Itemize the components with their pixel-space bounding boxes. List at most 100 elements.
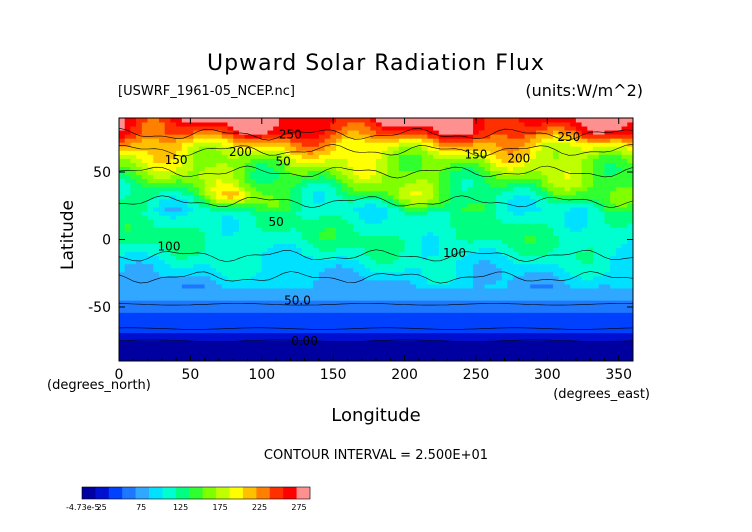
heatmap-cell	[535, 223, 543, 228]
heatmap-cell	[153, 308, 160, 313]
heatmap-cell	[176, 203, 183, 208]
heatmap-cell	[341, 280, 348, 285]
heatmap-cell	[587, 332, 594, 338]
heatmap-cell	[376, 312, 383, 317]
heatmap-cell	[193, 340, 200, 346]
heatmap-cell	[433, 194, 440, 200]
heatmap-cell	[187, 150, 194, 155]
heatmap-cell	[296, 186, 303, 192]
heatmap-cell	[267, 154, 274, 159]
heatmap-cell	[267, 227, 274, 232]
heatmap-cell	[141, 292, 148, 297]
heatmap-cell	[153, 292, 160, 297]
heatmap-cell	[238, 199, 246, 204]
heatmap-cell	[473, 340, 480, 346]
heatmap-cell	[341, 336, 348, 342]
heatmap-cell	[296, 215, 303, 220]
heatmap-cell	[473, 312, 480, 317]
heatmap-cell	[233, 296, 240, 301]
heatmap-cell	[444, 267, 451, 273]
heatmap-cell	[370, 174, 377, 180]
heatmap-cell	[593, 158, 600, 163]
heatmap-cell	[261, 284, 268, 289]
heatmap-cell	[615, 304, 622, 309]
heatmap-cell	[261, 247, 268, 253]
heatmap-cell	[610, 348, 617, 354]
heatmap-cell	[233, 199, 240, 204]
heatmap-cell	[581, 284, 588, 289]
heatmap-cell	[353, 259, 360, 265]
heatmap-cell	[307, 267, 314, 273]
heatmap-cell	[478, 154, 485, 159]
heatmap-cell	[318, 227, 325, 232]
heatmap-cell	[438, 259, 445, 265]
heatmap-cell	[575, 344, 582, 350]
heatmap-cell	[278, 275, 286, 281]
heatmap-cell	[427, 267, 434, 273]
heatmap-cell	[530, 243, 537, 248]
heatmap-cell	[330, 203, 337, 208]
heatmap-cell	[244, 215, 251, 220]
heatmap-cell	[553, 239, 560, 244]
heatmap-cell	[473, 158, 480, 163]
heatmap-cell	[415, 142, 423, 147]
heatmap-cell	[444, 203, 451, 208]
heatmap-cell	[524, 154, 531, 159]
heatmap-cell	[450, 227, 457, 232]
heatmap-cell	[341, 344, 348, 350]
heatmap-cell	[170, 336, 177, 342]
heatmap-cell	[518, 324, 525, 329]
heatmap-cell	[238, 231, 246, 236]
heatmap-cell	[164, 316, 171, 321]
heatmap-cell	[484, 150, 491, 155]
heatmap-cell	[581, 174, 588, 180]
heatmap-cell	[261, 199, 268, 204]
heatmap-cell	[530, 328, 537, 334]
heatmap-cell	[415, 194, 423, 200]
heatmap-cell	[193, 332, 200, 338]
heatmap-cell	[513, 199, 520, 204]
heatmap-cell	[233, 308, 240, 313]
heatmap-cell	[438, 142, 445, 147]
heatmap-cell	[376, 186, 383, 192]
heatmap-cell	[495, 231, 503, 236]
heatmap-cell	[130, 223, 137, 228]
heatmap-cell	[381, 296, 388, 301]
heatmap-cell	[381, 344, 388, 350]
heatmap-cell	[381, 336, 388, 342]
heatmap-cell	[130, 235, 137, 240]
heatmap-cell	[438, 324, 445, 329]
heatmap-cell	[216, 263, 223, 269]
heatmap-cell	[341, 158, 348, 163]
heatmap-cell	[301, 211, 308, 216]
heatmap-cell	[438, 251, 445, 257]
heatmap-cell	[176, 324, 183, 329]
heatmap-cell	[119, 340, 126, 346]
heatmap-cell	[478, 166, 485, 172]
heatmap-cell	[467, 174, 474, 180]
heatmap-cell	[267, 215, 274, 220]
heatmap-cell	[518, 162, 525, 167]
heatmap-cell	[553, 296, 560, 301]
heatmap-cell	[627, 146, 634, 151]
heatmap-cell	[524, 174, 531, 180]
heatmap-cell	[216, 207, 223, 212]
heatmap-cell	[358, 178, 365, 184]
heatmap-cell	[541, 227, 548, 232]
heatmap-cell	[593, 231, 600, 236]
heatmap-cell	[290, 158, 297, 163]
heatmap-cell	[570, 203, 577, 208]
heatmap-cell	[119, 231, 126, 236]
heatmap-cell	[358, 138, 365, 143]
heatmap-cell	[427, 308, 434, 313]
heatmap-cell	[518, 356, 525, 362]
heatmap-cell	[615, 312, 622, 317]
heatmap-cell	[387, 304, 394, 309]
heatmap-cell	[575, 154, 582, 159]
heatmap-cell	[358, 146, 365, 151]
heatmap-cell	[141, 146, 148, 151]
heatmap-cell	[256, 207, 263, 212]
heatmap-cell	[547, 259, 554, 265]
heatmap-cell	[376, 251, 383, 257]
heatmap-cell	[307, 284, 314, 289]
